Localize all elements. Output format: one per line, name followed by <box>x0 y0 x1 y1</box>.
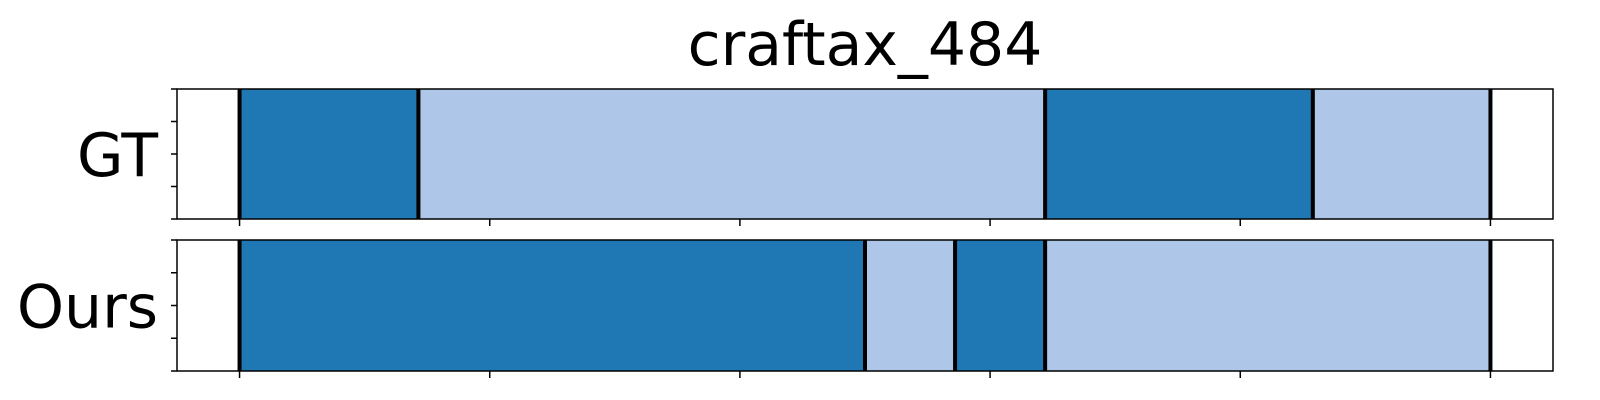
segment-dark-0 <box>239 240 865 371</box>
segment-light-1 <box>865 240 956 371</box>
segment-light-3 <box>1045 240 1491 371</box>
segment-dark-0 <box>239 89 419 219</box>
row-label-ours: Ours <box>17 273 158 343</box>
row-ours: Ours <box>17 239 1554 378</box>
row-gt: GT <box>77 88 1554 226</box>
segment-dark-2 <box>955 240 1046 371</box>
segment-light-1 <box>418 89 1046 219</box>
segment-dark-2 <box>1045 89 1313 219</box>
panels: GT Ours <box>17 88 1554 378</box>
row-label-gt: GT <box>77 121 158 191</box>
chart-title: craftax_484 <box>688 10 1043 80</box>
segment-light-3 <box>1312 89 1491 219</box>
